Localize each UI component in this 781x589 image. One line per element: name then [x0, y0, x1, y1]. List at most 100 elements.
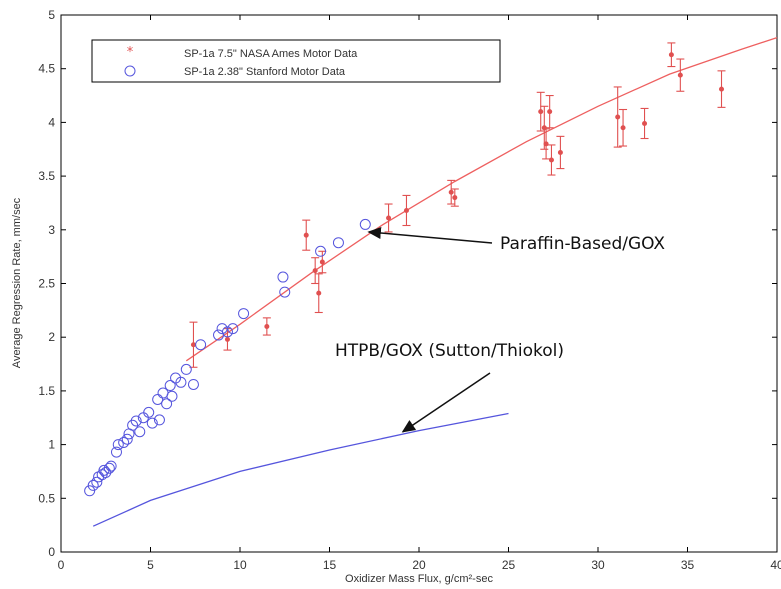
y-tick-label: 0 — [48, 545, 55, 559]
series-points — [84, 42, 726, 497]
stanford-point — [118, 436, 130, 448]
y-tick-label: 1.5 — [38, 384, 55, 398]
point-marker — [677, 72, 683, 78]
y-axis-label: Average Regression Rate, mm/sec — [11, 197, 23, 368]
legend-marker-nasa: * — [127, 45, 134, 60]
nasa-point — [717, 70, 726, 108]
nasa-point — [542, 128, 551, 160]
series-line-3 — [92, 412, 509, 527]
stanford-point — [153, 414, 165, 426]
point-marker — [547, 109, 553, 115]
series-line-2 — [185, 36, 778, 362]
x-tick-label: 5 — [147, 558, 154, 572]
point-marker — [224, 336, 230, 342]
annotation-paraffin: Paraffin-Based/GOX — [500, 234, 665, 254]
point-marker — [312, 268, 318, 274]
y-tick-label: 4 — [48, 115, 55, 129]
legend: * SP-1a 7.5" NASA Ames Motor Data SP-1a … — [91, 39, 501, 83]
y-tick-label: 3 — [48, 223, 55, 237]
point-marker — [403, 207, 409, 213]
stanford-point — [93, 471, 105, 483]
series-lines — [92, 36, 778, 527]
stanford-point — [161, 398, 173, 410]
stanford-point — [175, 376, 187, 388]
point-marker — [264, 323, 270, 329]
point-marker — [316, 290, 322, 296]
nasa-point — [302, 219, 311, 251]
nasa-point — [667, 42, 676, 68]
point-marker — [386, 215, 392, 221]
nasa-point — [556, 135, 565, 170]
y-tick-label: 2.5 — [38, 277, 55, 291]
nasa-point — [189, 321, 198, 368]
nasa-point — [640, 107, 649, 140]
nasa-point — [314, 273, 323, 314]
stanford-point — [105, 460, 117, 472]
stanford-point — [195, 339, 207, 351]
point-marker — [543, 141, 549, 147]
annotation-arrow-htpb — [401, 372, 491, 433]
stanford-point — [277, 271, 289, 283]
point-marker — [719, 86, 725, 92]
nasa-point — [450, 188, 459, 207]
y-tick-label: 4.5 — [38, 62, 55, 76]
x-tick-label: 15 — [323, 558, 337, 572]
stanford-point — [103, 462, 115, 474]
axis-ticks — [60, 14, 778, 553]
legend-label-stanford: SP-1a 2.38" Stanford Motor Data — [184, 66, 346, 78]
y-tick-labels: 0 0.5 1 1.5 2 2.5 3 3.5 4 4.5 5 — [38, 8, 55, 559]
nasa-point — [547, 144, 556, 176]
stanford-point — [279, 286, 291, 298]
stanford-point — [227, 323, 239, 335]
stanford-point — [130, 415, 142, 427]
point-marker — [303, 232, 309, 238]
stanford-point — [91, 476, 103, 488]
point-marker — [548, 157, 554, 163]
x-tick-label: 40 — [770, 558, 781, 572]
legend-box — [91, 39, 501, 83]
x-tick-label: 0 — [58, 558, 65, 572]
nasa-point — [223, 328, 232, 351]
y-tick-label: 0.5 — [38, 491, 55, 505]
stanford-point — [152, 393, 164, 405]
x-tick-label: 25 — [502, 558, 516, 572]
point-marker — [190, 342, 196, 348]
stanford-point — [221, 326, 233, 338]
nasa-point — [613, 86, 622, 148]
point-marker — [615, 114, 621, 120]
point-marker — [557, 149, 563, 155]
nasa-point — [619, 108, 628, 147]
annotation-htpb: HTPB/GOX (Sutton/Thiokol) — [335, 341, 564, 361]
stanford-point — [359, 218, 371, 230]
point-marker — [448, 189, 454, 195]
stanford-point — [166, 390, 178, 402]
legend-label-nasa: SP-1a 7.5" NASA Ames Motor Data — [184, 48, 358, 60]
x-tick-label: 35 — [681, 558, 695, 572]
stanford-point — [180, 363, 192, 375]
x-tick-label: 30 — [591, 558, 605, 572]
point-marker — [668, 52, 674, 58]
nasa-point — [311, 257, 320, 285]
point-marker — [452, 195, 458, 201]
stanford-point — [187, 378, 199, 390]
stanford-point — [112, 439, 124, 451]
y-tick-label: 2 — [48, 330, 55, 344]
y-tick-label: 3.5 — [38, 169, 55, 183]
stanford-point — [143, 406, 155, 418]
x-tick-label: 20 — [412, 558, 426, 572]
nasa-point — [402, 194, 411, 227]
nasa-point — [676, 58, 685, 92]
annotation-arrow-paraffin — [367, 227, 493, 244]
stanford-point — [121, 433, 133, 445]
stanford-point — [110, 446, 122, 458]
point-marker — [620, 125, 626, 131]
stanford-point — [100, 467, 112, 479]
nasa-point — [318, 250, 327, 274]
y-tick-label: 5 — [48, 8, 55, 22]
stanford-point — [315, 245, 327, 257]
x-tick-label: 10 — [233, 558, 247, 572]
nasa-point — [536, 91, 545, 132]
stanford-point — [87, 479, 99, 491]
nasa-point — [384, 203, 393, 233]
